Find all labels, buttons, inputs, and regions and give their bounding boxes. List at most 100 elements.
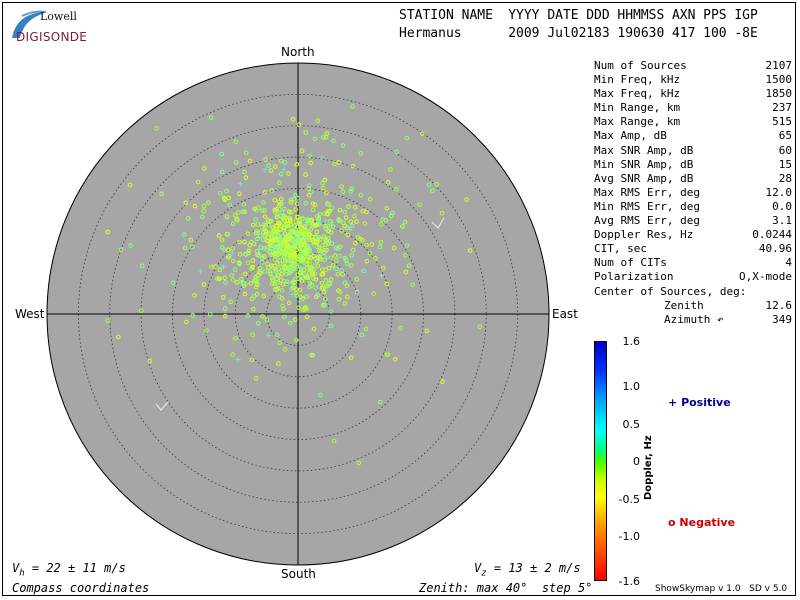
- source-point-positive: +: [281, 241, 288, 250]
- source-point: [220, 295, 226, 300]
- source-point: [320, 180, 325, 186]
- source-point: [233, 160, 239, 165]
- source-point: [410, 282, 415, 287]
- source-point: [262, 190, 268, 195]
- source-point-positive: +: [235, 355, 242, 364]
- source-point: [269, 239, 275, 245]
- source-point: [430, 188, 435, 193]
- stat-row: Min Freq, kHz 1500: [594, 73, 792, 87]
- source-point: [283, 258, 288, 264]
- source-point: [307, 261, 312, 267]
- stat-value: 0.0: [772, 199, 792, 213]
- source-point: [391, 245, 397, 251]
- source-point: [377, 399, 383, 405]
- source-point: [219, 151, 225, 157]
- source-point: [219, 237, 225, 243]
- source-point: [332, 253, 338, 258]
- source-point: [350, 104, 355, 109]
- source-point: [250, 264, 256, 270]
- source-point: [257, 233, 263, 238]
- plus-icon: +: [668, 396, 678, 409]
- source-point-positive: +: [309, 240, 316, 249]
- source-point: [342, 255, 347, 261]
- source-point: [128, 243, 133, 248]
- source-point: [306, 269, 312, 275]
- stat-value: O,X-mode: [739, 270, 792, 284]
- source-point: [276, 180, 282, 186]
- source-point: [294, 264, 300, 270]
- source-point: [272, 257, 278, 262]
- source-point: [222, 275, 228, 281]
- stat-azimuth-value: 349: [772, 312, 792, 326]
- source-point: [403, 252, 408, 258]
- source-point: [260, 208, 265, 213]
- source-point: [170, 280, 176, 285]
- source-point: [292, 317, 298, 323]
- source-point-positive: +: [237, 179, 244, 188]
- source-point: [288, 197, 294, 203]
- source-point: [403, 269, 409, 275]
- source-point: [359, 332, 365, 338]
- source-point: [313, 285, 319, 291]
- source-point: [287, 239, 293, 245]
- source-point: [367, 196, 373, 202]
- source-point: [329, 241, 335, 246]
- source-point: [377, 244, 383, 250]
- source-point-positive: +: [322, 217, 329, 226]
- source-point: [222, 197, 228, 203]
- source-point: [290, 116, 296, 122]
- header-value-4: 417: [671, 26, 696, 41]
- source-point: [302, 242, 308, 248]
- source-point: [268, 230, 274, 235]
- source-point: [154, 126, 159, 131]
- source-point: [282, 347, 288, 352]
- source-point-positive: +: [330, 264, 337, 273]
- source-point-positive: +: [256, 228, 263, 237]
- source-point: [287, 320, 293, 326]
- source-point: [217, 267, 223, 273]
- source-point: [342, 209, 348, 215]
- source-point: [322, 247, 327, 253]
- source-point: [434, 182, 440, 187]
- source-point-positive: +: [197, 267, 204, 276]
- direction-west: West: [15, 307, 45, 321]
- source-point: [260, 237, 266, 242]
- source-point-positive: +: [281, 166, 288, 175]
- source-point: [218, 190, 223, 196]
- source-point: [288, 261, 294, 266]
- source-point: [337, 289, 343, 295]
- source-point: [254, 279, 260, 285]
- vz-prefix: V: [474, 561, 482, 575]
- source-point: [232, 267, 238, 272]
- source-point: [293, 337, 299, 343]
- source-point: [283, 281, 289, 287]
- source-point: [314, 244, 320, 250]
- source-point: [293, 231, 299, 236]
- source-point: [348, 219, 354, 224]
- source-point: [225, 231, 230, 237]
- source-point: [195, 179, 201, 185]
- vector-mark-east: [431, 217, 445, 229]
- source-point: [317, 392, 323, 398]
- stat-row: Polarization O,X-mode: [594, 270, 792, 284]
- source-point: [321, 289, 327, 295]
- source-point: [306, 192, 312, 198]
- source-point-positive: +: [298, 267, 305, 276]
- source-point: [283, 234, 289, 239]
- source-point: [323, 226, 329, 232]
- stat-row: Num of Sources 2107: [594, 59, 792, 73]
- source-point: [182, 245, 188, 251]
- colorbar-tick: 1.0: [622, 380, 641, 393]
- stat-label: Doppler Res, Hz: [594, 228, 694, 242]
- stat-value: 12.0: [765, 185, 793, 199]
- source-point: [234, 216, 240, 222]
- source-point-positive: +: [229, 249, 236, 258]
- source-point: [228, 299, 233, 305]
- source-point: [251, 294, 257, 299]
- source-point: [252, 206, 257, 212]
- source-point: [234, 280, 240, 285]
- source-point: [242, 271, 248, 277]
- source-point: [293, 207, 299, 212]
- source-point: [279, 242, 284, 247]
- source-point-positive: +: [310, 261, 317, 270]
